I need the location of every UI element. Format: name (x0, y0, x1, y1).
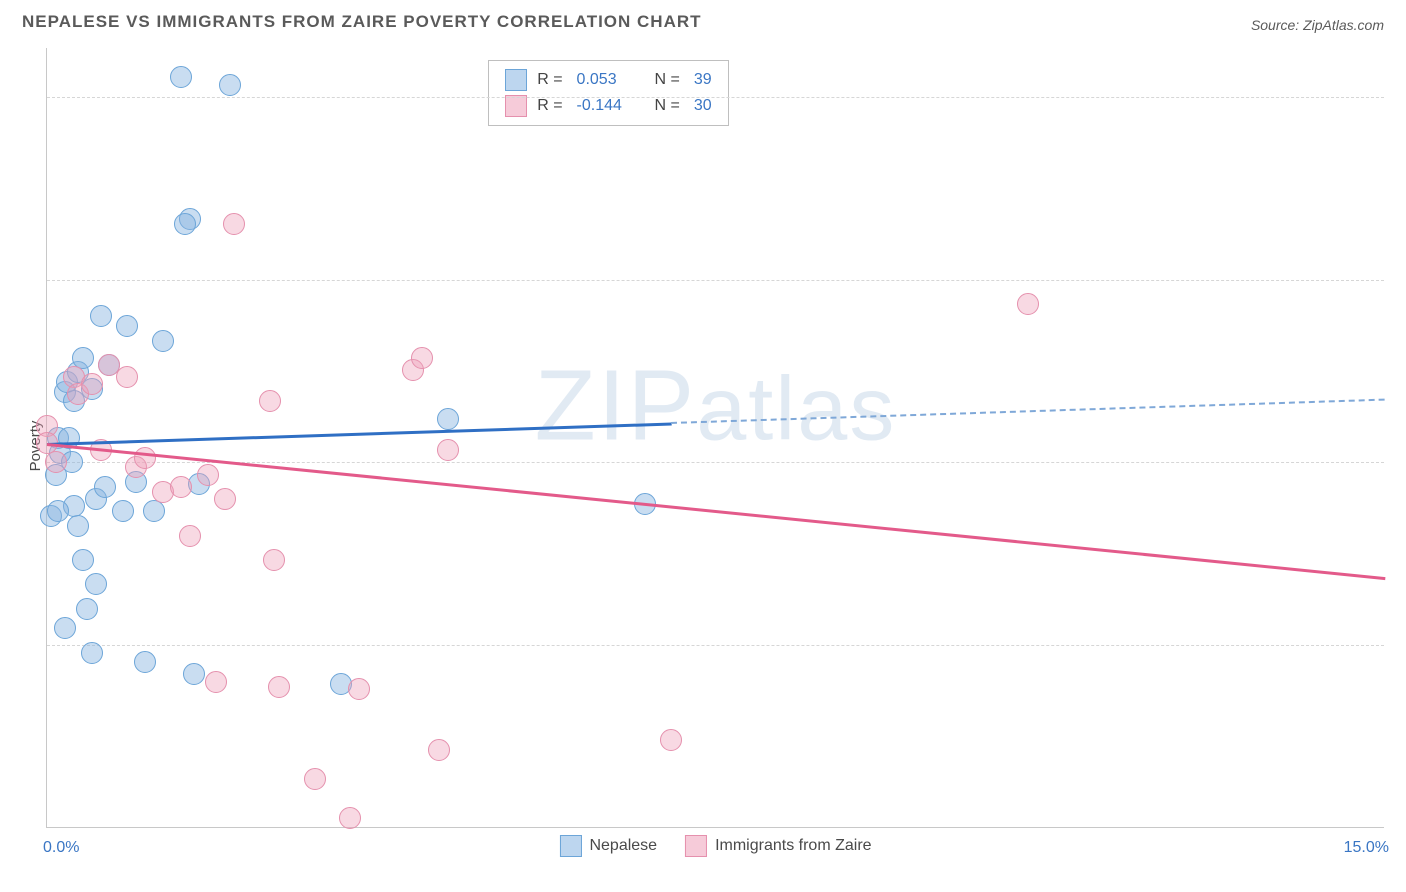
scatter-point (94, 476, 116, 498)
scatter-point (116, 366, 138, 388)
scatter-point (214, 488, 236, 510)
r-label: R = (537, 67, 562, 93)
y-tick-label: 22.5% (1391, 271, 1406, 289)
scatter-point (183, 663, 205, 685)
trend-line (47, 443, 1385, 580)
scatter-point (428, 739, 450, 761)
n-label: N = (655, 67, 680, 93)
scatter-point (72, 549, 94, 571)
x-tick-label: 15.0% (1344, 839, 1389, 857)
scatter-point (116, 315, 138, 337)
n-value: 39 (694, 67, 712, 93)
scatter-point (134, 651, 156, 673)
scatter-point (263, 549, 285, 571)
scatter-point (205, 671, 227, 693)
scatter-point (223, 213, 245, 235)
scatter-point (170, 476, 192, 498)
scatter-point (1017, 293, 1039, 315)
x-tick-label: 0.0% (43, 839, 79, 857)
scatter-point (47, 500, 69, 522)
scatter-point (152, 330, 174, 352)
legend-swatch (505, 95, 527, 117)
legend-item: Nepalese (559, 835, 657, 857)
source-label: Source: ZipAtlas.com (1251, 17, 1384, 33)
scatter-point (259, 390, 281, 412)
scatter-point (179, 525, 201, 547)
bottom-legend: Nepalese Immigrants from Zaire (559, 835, 871, 857)
scatter-point (143, 500, 165, 522)
y-tick-label: 15.0% (1391, 453, 1406, 471)
scatter-point (45, 451, 67, 473)
scatter-point (90, 305, 112, 327)
scatter-point (304, 768, 326, 790)
scatter-point (85, 573, 107, 595)
plot-area: ZIPatlas R =0.053N =39R =-0.144N =30 Nep… (46, 48, 1384, 828)
scatter-point (134, 447, 156, 469)
scatter-point (81, 373, 103, 395)
scatter-point (437, 439, 459, 461)
trend-line (47, 422, 671, 445)
y-tick-label: 7.5% (1391, 636, 1406, 654)
scatter-point (660, 729, 682, 751)
scatter-point (174, 213, 196, 235)
r-value: 0.053 (577, 67, 645, 93)
scatter-point (339, 807, 361, 829)
scatter-point (112, 500, 134, 522)
legend-item: Immigrants from Zaire (685, 835, 871, 857)
stats-legend-box: R =0.053N =39R =-0.144N =30 (488, 60, 728, 126)
stats-legend-row: R = 0.053 N = 39 (505, 67, 711, 93)
legend-swatch (505, 69, 527, 91)
scatter-point (219, 74, 241, 96)
y-tick-label: 30.0% (1391, 88, 1406, 106)
trend-line (671, 399, 1385, 424)
gridline (47, 645, 1384, 646)
legend-label: Immigrants from Zaire (715, 837, 871, 854)
scatter-point (348, 678, 370, 700)
scatter-point (54, 617, 76, 639)
scatter-point (76, 598, 98, 620)
watermark: ZIPatlas (535, 349, 897, 464)
legend-swatch (685, 835, 707, 857)
gridline (47, 97, 1384, 98)
scatter-point (170, 66, 192, 88)
scatter-point (268, 676, 290, 698)
scatter-point (67, 515, 89, 537)
scatter-point (437, 408, 459, 430)
scatter-point (411, 347, 433, 369)
scatter-point (81, 642, 103, 664)
chart-title: NEPALESE VS IMMIGRANTS FROM ZAIRE POVERT… (22, 12, 702, 31)
scatter-point (197, 464, 219, 486)
gridline (47, 280, 1384, 281)
legend-label: Nepalese (589, 837, 657, 854)
legend-swatch (559, 835, 581, 857)
